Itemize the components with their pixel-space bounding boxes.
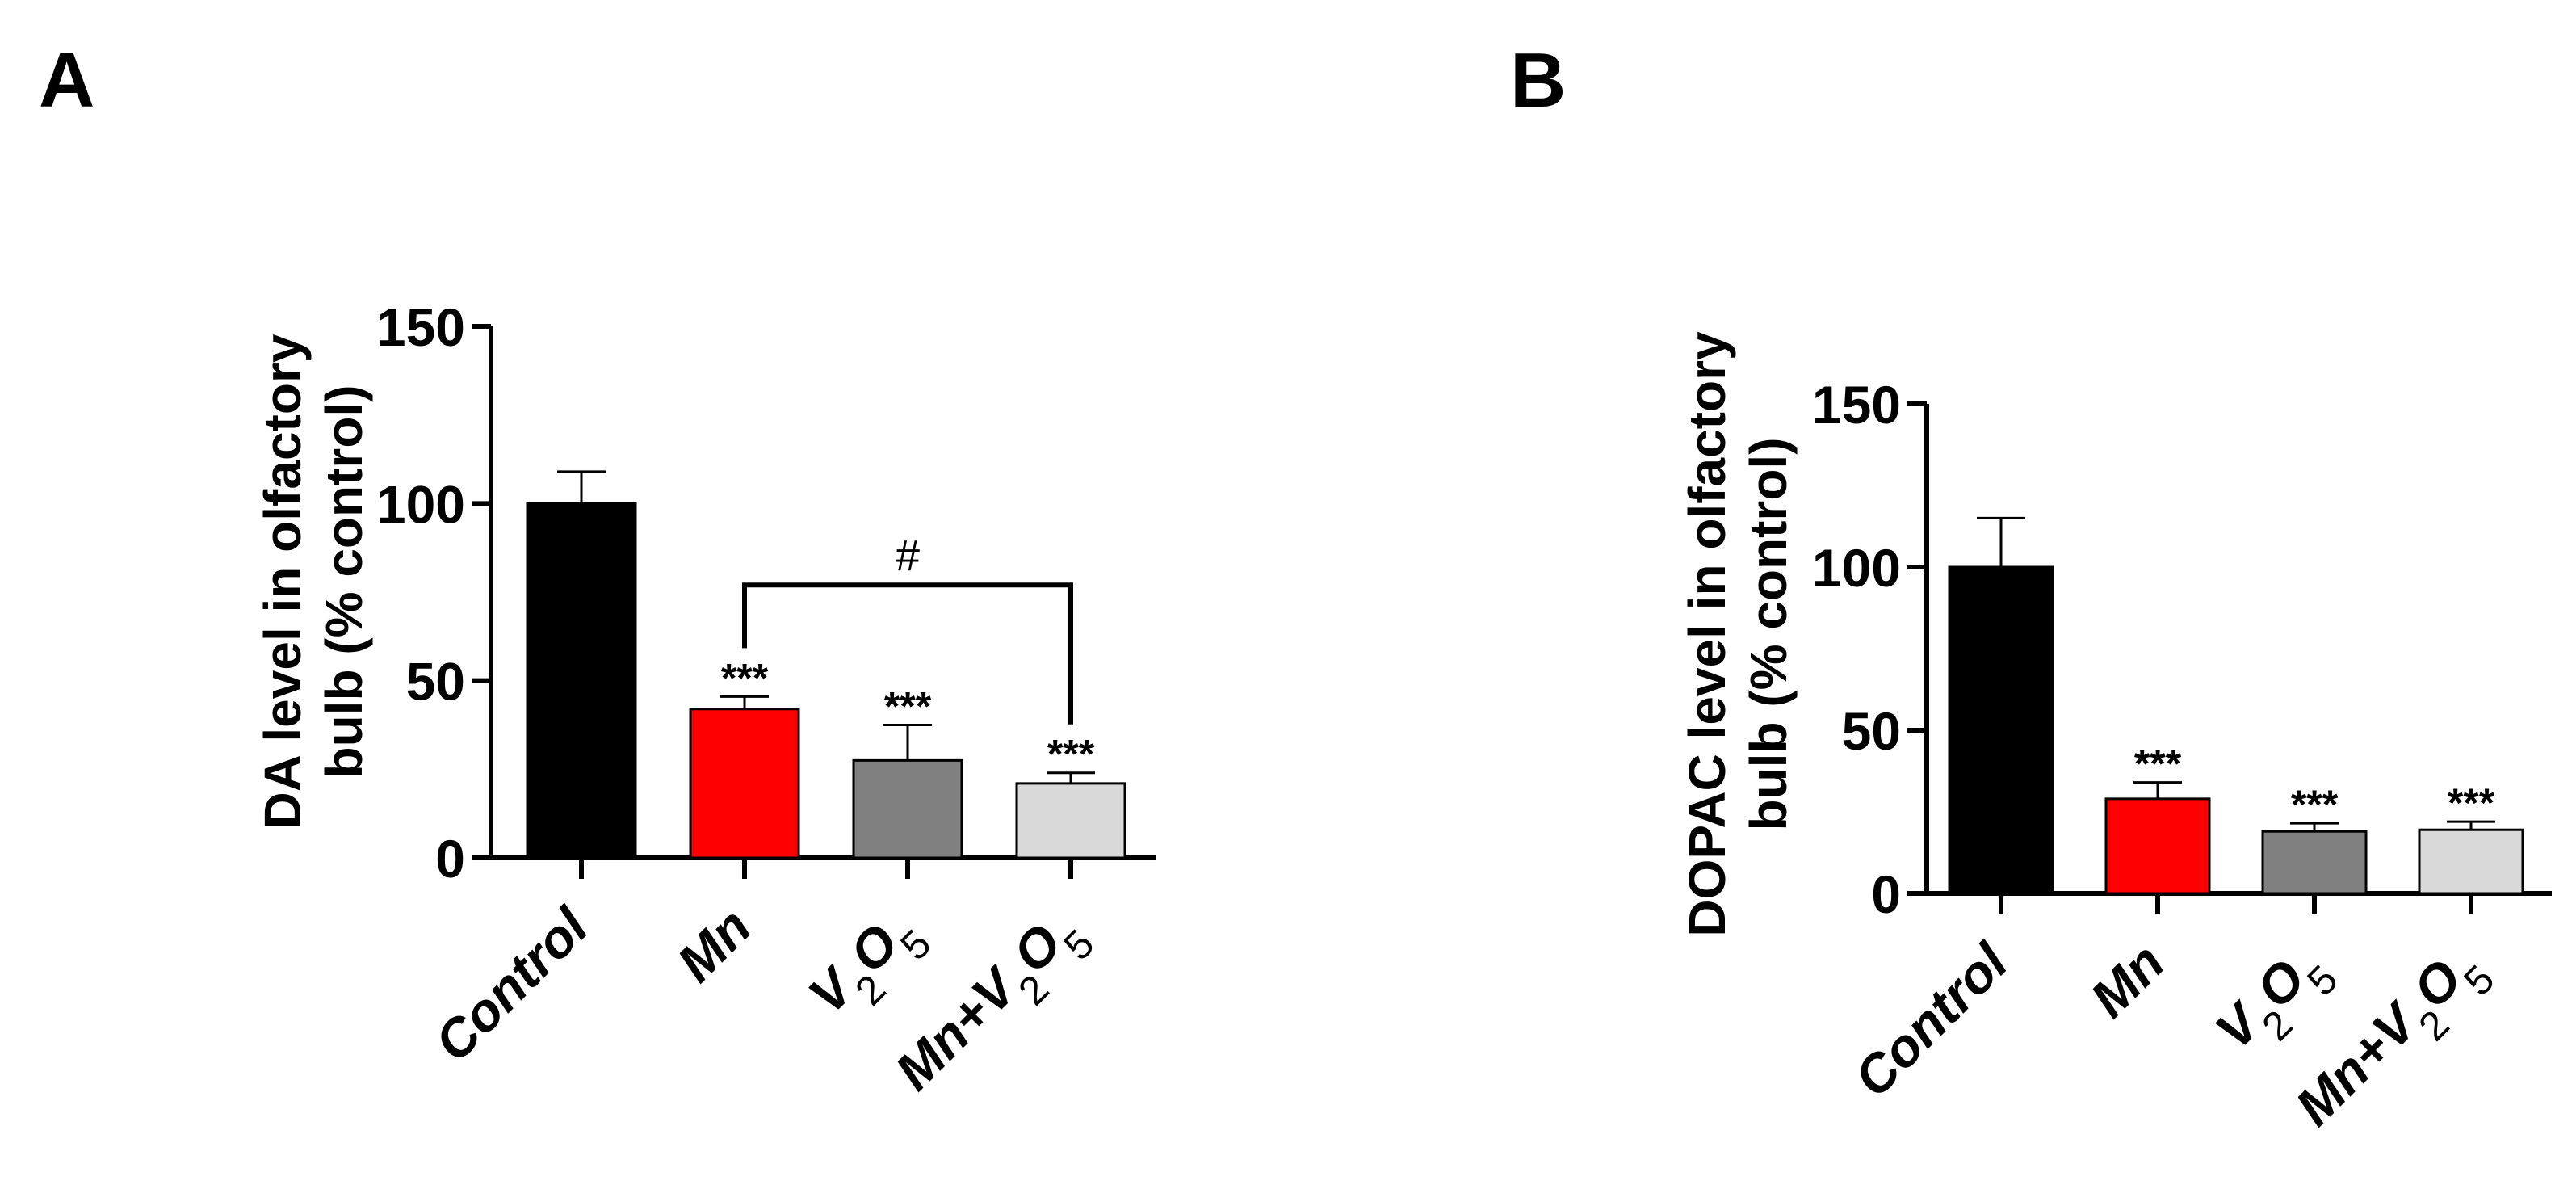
x-tick-label-mn: Mn — [665, 897, 762, 994]
panel-label-a: A — [39, 37, 94, 124]
x-tick-label-v2o5: V2O5 — [797, 897, 940, 1040]
significance-mn: *** — [721, 655, 769, 700]
y-tick-label-50: 50 — [406, 652, 465, 712]
x-tick-label-mn-v2o5: Mn+V2O5 — [883, 897, 1102, 1116]
y-tick-label-150: 150 — [1812, 375, 1901, 435]
significance-v2o5: *** — [2291, 782, 2339, 827]
significance-mn-v2o5: *** — [2448, 780, 2495, 826]
y-tick-label-150: 150 — [376, 297, 465, 357]
chart-panel-b: DOPAC level in olfactory bulb (% control… — [1678, 331, 2552, 1137]
bar-control — [526, 502, 637, 859]
comparison-label: # — [896, 532, 920, 580]
y-tick-label-0: 0 — [1871, 864, 1901, 924]
bar-mn-v2o5 — [1015, 782, 1126, 859]
bar-v2o5 — [2261, 830, 2368, 895]
bar-v2o5 — [852, 758, 963, 859]
significance-mn-v2o5: *** — [1047, 732, 1095, 777]
y-tick-label-100: 100 — [376, 474, 465, 534]
y-axis-label-a-line1: DA level in olfactory — [254, 334, 312, 829]
x-tick-label-mn: Mn — [2079, 932, 2175, 1029]
y-tick-label-100: 100 — [1812, 538, 1901, 598]
significance-mn: *** — [2134, 742, 2182, 787]
bar-mn — [2104, 797, 2211, 895]
y-tick-label-50: 50 — [1842, 701, 1901, 761]
significance-v2o5: *** — [884, 684, 932, 729]
bar-mn — [689, 708, 800, 859]
x-tick-label-control: Control — [423, 895, 600, 1072]
bar-mn-v2o5 — [2418, 828, 2524, 895]
y-axis-label-b-line2: bulb (% control) — [1739, 437, 1798, 830]
y-tick-label-0: 0 — [435, 829, 465, 889]
bar-control — [1948, 565, 2054, 895]
panel-label-b: B — [1510, 37, 1566, 124]
chart-panel-a: DA level in olfactory bulb (% control) 0… — [254, 297, 1156, 1116]
y-axis-label-a-line2: bulb (% control) — [315, 384, 373, 778]
comparison-bracket — [742, 582, 1073, 725]
y-axis-label-b-line1: DOPAC level in olfactory — [1678, 331, 1736, 937]
x-tick-label-control: Control — [1843, 931, 2020, 1107]
